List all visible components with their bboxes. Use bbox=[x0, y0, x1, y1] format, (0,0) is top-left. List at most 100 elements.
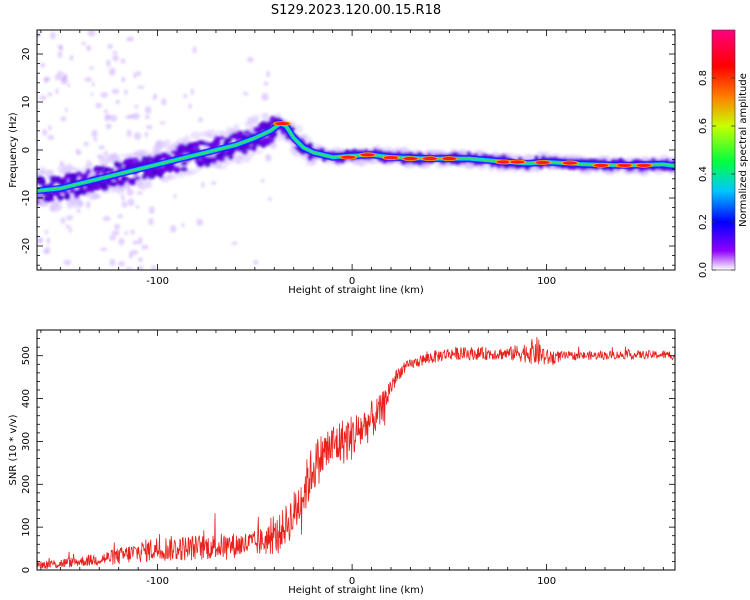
spectrogram-noise bbox=[39, 95, 47, 101]
spectrogram-hotspot bbox=[360, 153, 375, 157]
spectrogram-noise bbox=[117, 214, 123, 219]
spectrogram-noise bbox=[76, 209, 81, 213]
spectrogram-halo bbox=[292, 124, 303, 134]
spectrogram-noise bbox=[54, 74, 62, 81]
snr-x-tick-label: 0 bbox=[349, 576, 355, 587]
spectrogram-halo bbox=[182, 135, 191, 144]
spectrogram-noise bbox=[153, 93, 158, 98]
spectrogram-noise bbox=[134, 104, 139, 109]
spectrogram-noise bbox=[106, 44, 114, 50]
snr-y-tick-label: 300 bbox=[21, 432, 32, 451]
colorbar-ticks: 0.0 0.2 0.4 0.6 0.8 bbox=[698, 70, 735, 278]
spectrogram-hotspot bbox=[422, 157, 437, 161]
spectrogram-noise bbox=[133, 71, 137, 79]
spectrogram-y-tick-label: -10 bbox=[21, 190, 32, 206]
spectrogram-noise bbox=[136, 70, 142, 77]
spectrogram-noise bbox=[160, 98, 167, 106]
spectrogram-noise bbox=[69, 54, 74, 61]
spectrogram-noise bbox=[210, 181, 217, 185]
snr-x-tick-label: 100 bbox=[537, 576, 556, 587]
spectrogram-halo bbox=[185, 168, 198, 175]
snr-panel: -100 0 100 0 100 200 300 400 500 Height of strai… bbox=[8, 329, 676, 596]
spectrogram-noise bbox=[63, 259, 72, 266]
spectrogram-noise bbox=[124, 89, 128, 96]
spectrogram-core bbox=[64, 192, 71, 201]
spectrogram-noise bbox=[109, 235, 117, 241]
spectrogram-core bbox=[196, 162, 204, 168]
spectrogram-noise bbox=[144, 106, 152, 114]
spectrogram-core bbox=[103, 167, 111, 173]
spectrogram-noise bbox=[98, 145, 105, 150]
spectrogram-noise bbox=[183, 93, 188, 99]
spectrogram-noise bbox=[159, 121, 166, 125]
spectrogram-core bbox=[37, 180, 46, 186]
spectrogram-noise bbox=[170, 225, 177, 233]
spectrogram-noise bbox=[260, 179, 265, 183]
spectrogram-noise bbox=[151, 264, 156, 270]
spectrogram-hotspot bbox=[442, 157, 457, 161]
spectrogram-noise bbox=[89, 66, 94, 70]
spectrogram-noise bbox=[64, 107, 68, 113]
spectrogram-core bbox=[56, 195, 65, 200]
spectrogram-noise bbox=[108, 67, 116, 76]
spectrogram-y-axis-label: Frequency (Hz) bbox=[8, 112, 19, 188]
spectrogram-noise bbox=[132, 112, 140, 120]
spectrogram-y-tick-label: -20 bbox=[21, 238, 32, 254]
spectrogram-core bbox=[163, 154, 173, 159]
spectrogram-noise bbox=[103, 151, 109, 156]
spectrogram-core bbox=[241, 149, 249, 155]
spectrogram-core bbox=[217, 135, 226, 141]
spectrogram-halo bbox=[205, 129, 218, 139]
spectrogram-noise bbox=[192, 46, 197, 54]
spectrogram-core bbox=[189, 147, 197, 153]
spectrogram-noise bbox=[111, 230, 120, 236]
spectrogram-core bbox=[134, 176, 141, 181]
spectrogram-noise bbox=[81, 41, 87, 45]
spectrogram-noise bbox=[200, 182, 205, 188]
spectrogram-noise bbox=[121, 194, 125, 202]
spectrogram-noise bbox=[84, 77, 93, 82]
spectrogram-noise bbox=[100, 92, 109, 98]
spectrogram-halo bbox=[120, 153, 131, 158]
colorbar-frame bbox=[711, 29, 736, 271]
spectrogram-halo bbox=[90, 191, 98, 201]
colorbar-tick-label: 0.2 bbox=[698, 214, 709, 230]
snr-x-axis-label: Height of straight line (km) bbox=[288, 585, 424, 596]
spectrogram-noise bbox=[148, 206, 155, 215]
spectrogram-noise bbox=[130, 229, 135, 235]
spectrogram-hotspot bbox=[510, 160, 525, 164]
spectrogram-halo bbox=[46, 169, 55, 175]
snr-series-line bbox=[37, 336, 675, 570]
spectrogram-plot-area bbox=[37, 30, 675, 270]
spectrogram-noise bbox=[57, 51, 63, 59]
spectrogram-hotspot bbox=[535, 160, 550, 165]
snr-x-tick-label: -100 bbox=[146, 576, 169, 587]
spectrogram-core bbox=[37, 200, 41, 205]
spectrogram-noise bbox=[60, 116, 67, 122]
snr-plot-area bbox=[37, 336, 675, 570]
spectrogram-noise bbox=[104, 109, 108, 114]
spectrogram-noise bbox=[136, 191, 143, 195]
spectrogram-noise bbox=[188, 103, 192, 110]
spectrogram-noise bbox=[112, 50, 118, 55]
spectrogram-y-tick-label: 10 bbox=[21, 96, 32, 109]
spectrogram-hotspot bbox=[594, 163, 609, 167]
colorbar-label: Normalized spectral amplitude bbox=[738, 73, 749, 227]
snr-frame bbox=[36, 329, 676, 571]
snr-y-tick-label: 400 bbox=[21, 389, 32, 408]
spectrogram-noise bbox=[105, 123, 112, 130]
spectrogram-noise bbox=[253, 259, 259, 265]
spectrogram-frame bbox=[36, 29, 676, 271]
spectrogram-noise bbox=[231, 241, 238, 246]
snr-y-tick-label: 0 bbox=[21, 567, 32, 573]
spectrogram-noise bbox=[117, 261, 126, 267]
spectrogram-noise bbox=[90, 92, 94, 96]
spectrogram-halo bbox=[299, 133, 310, 139]
spectrogram-noise bbox=[76, 149, 82, 156]
spectrogram-hotspot bbox=[617, 163, 632, 167]
spectrogram-noise bbox=[121, 201, 128, 208]
spectrogram-noise bbox=[93, 137, 98, 142]
spectrogram-noise bbox=[106, 59, 111, 68]
snr-y-axis-label: SNR (10 * v/v) bbox=[8, 414, 19, 485]
spectrogram-hotspot bbox=[275, 122, 290, 126]
